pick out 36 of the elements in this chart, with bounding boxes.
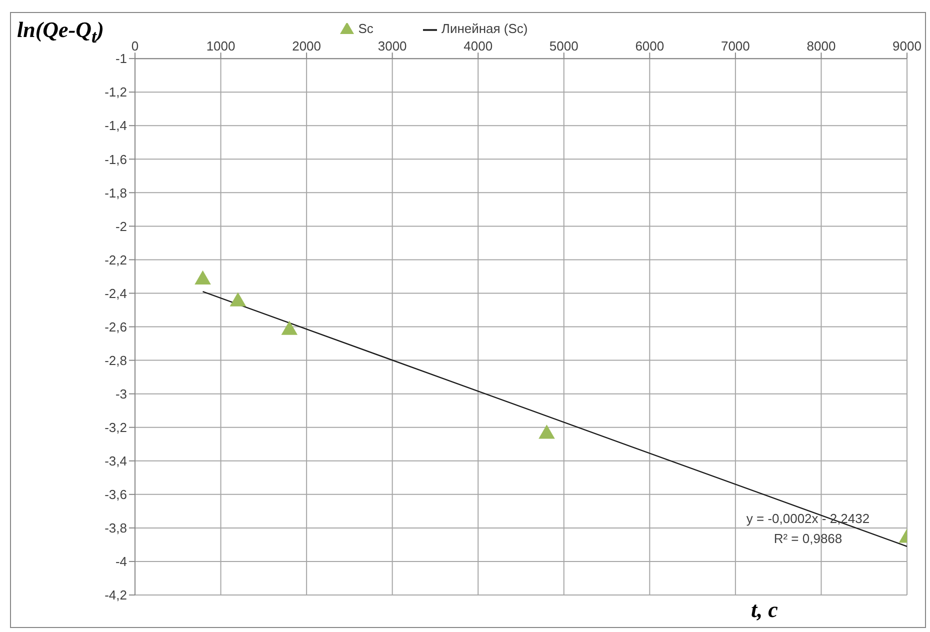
y-tick-label: -2,2 bbox=[104, 252, 127, 268]
y-tick-label: -1 bbox=[115, 51, 127, 66]
y-tick-label: -2,8 bbox=[104, 352, 127, 368]
legend-label: Линейная (Sc) bbox=[441, 21, 528, 36]
x-tick-label: 4000 bbox=[464, 38, 493, 54]
y-tick-label: -3,6 bbox=[104, 487, 127, 502]
y-tick-label: -2 bbox=[115, 218, 127, 234]
x-tick-label: 7000 bbox=[720, 38, 750, 54]
x-tick-label: 0 bbox=[131, 38, 139, 54]
y-tick-label: -3,2 bbox=[104, 420, 127, 435]
x-axis-title: t, с bbox=[751, 597, 778, 623]
point bbox=[194, 270, 211, 285]
annotation: R² = 0,9868 bbox=[774, 530, 842, 548]
y-axis-title: ln(Qe-Q$_{t}$) bbox=[17, 17, 104, 48]
y-tick-label: -2,6 bbox=[104, 319, 127, 334]
y-tick-label: -4 bbox=[115, 554, 127, 570]
x-tick-label: 6000 bbox=[635, 38, 664, 54]
y-tick-label: -1,4 bbox=[104, 118, 127, 134]
point bbox=[281, 320, 298, 335]
y-tick-label: -1,6 bbox=[104, 152, 127, 167]
x-tick-label: 3000 bbox=[378, 38, 407, 54]
x-tick-label: 2000 bbox=[292, 38, 322, 54]
y-tick-label: -1,8 bbox=[104, 185, 127, 200]
y-tick-label: -4,2 bbox=[104, 588, 127, 603]
y-tick-label: -1,2 bbox=[104, 84, 127, 100]
x-tick-label: 1000 bbox=[206, 38, 236, 54]
y-tick-label: -3,8 bbox=[104, 520, 127, 536]
x-tick-label: 8000 bbox=[806, 38, 836, 54]
annotation: y = -0,0002x - 2,2432 bbox=[746, 510, 870, 528]
y-tick-label: -3,4 bbox=[104, 454, 127, 469]
point bbox=[230, 292, 246, 306]
y-tick-label: -3 bbox=[115, 386, 127, 402]
x-tick-label: 5000 bbox=[549, 38, 578, 54]
y-tick-label: -2,4 bbox=[104, 286, 127, 301]
legend-label: Sc bbox=[358, 21, 374, 36]
x-tick-label: 9000 bbox=[892, 38, 922, 54]
